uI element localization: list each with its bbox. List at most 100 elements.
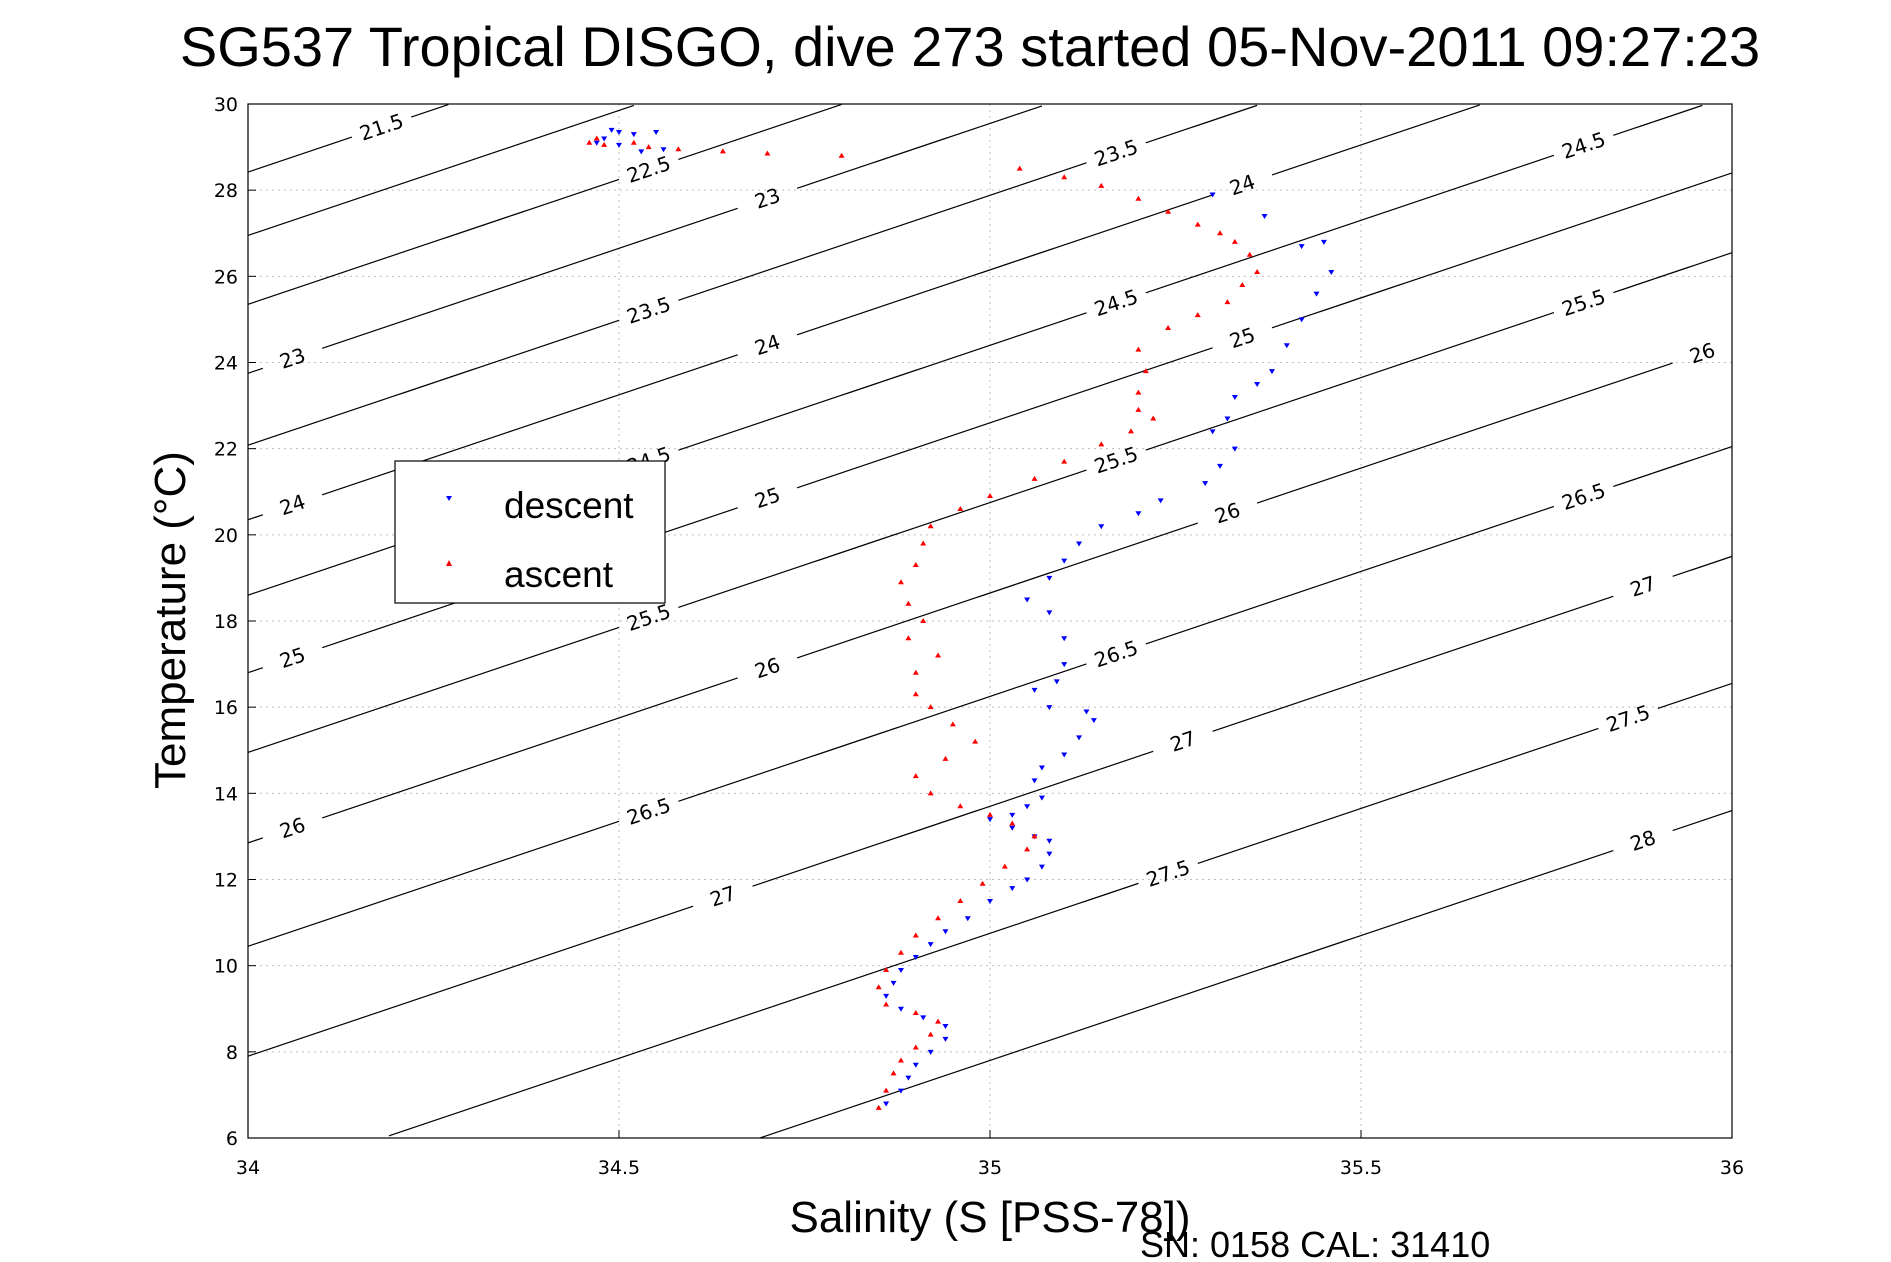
- isopycnal-label: 23.5: [1091, 134, 1141, 171]
- data-point-descent: [1076, 735, 1083, 741]
- y-tick-label: 24: [214, 353, 238, 375]
- data-point-descent: [1098, 524, 1105, 530]
- data-point-ascent: [586, 139, 593, 145]
- isopycnal-label: 24: [277, 489, 309, 520]
- isopycnal-line: [247, 820, 620, 947]
- y-tick-label: 16: [214, 697, 238, 719]
- y-tick-label: 8: [226, 1042, 238, 1064]
- data-point-descent: [1298, 317, 1305, 323]
- data-point-ascent: [912, 773, 919, 779]
- isopycnal-label: 28: [1627, 825, 1659, 856]
- data-point-descent: [630, 132, 637, 138]
- isopycnal-line: [1145, 312, 1555, 451]
- data-point-ascent: [838, 152, 845, 158]
- data-point-ascent: [957, 898, 964, 904]
- x-tick-label: 35.5: [1340, 1157, 1382, 1179]
- data-point-descent: [1024, 597, 1031, 603]
- data-point-descent: [883, 993, 890, 999]
- isopycnal-line: [247, 104, 635, 236]
- data-point-ascent: [630, 139, 637, 145]
- data-point-ascent: [883, 966, 890, 972]
- isopycnal-line: [796, 522, 1198, 659]
- data-point-ascent: [1194, 312, 1201, 318]
- data-point-ascent: [1150, 415, 1157, 421]
- data-point-ascent: [1016, 165, 1023, 171]
- data-point-ascent: [927, 1031, 934, 1037]
- data-point-ascent: [927, 523, 934, 529]
- isopycnal-line: [1145, 104, 1258, 144]
- data-point-descent: [1090, 718, 1097, 724]
- isopycnal-line: [247, 837, 264, 844]
- data-point-ascent: [987, 811, 993, 817]
- legend-label-descent: descent: [504, 485, 634, 526]
- data-point-descent: [1268, 369, 1275, 375]
- isopycnal-label: 22.5: [624, 151, 674, 188]
- data-point-ascent: [935, 915, 942, 921]
- data-point-descent: [942, 1023, 949, 1029]
- data-point-ascent: [1061, 174, 1068, 180]
- isopycnal-label: 25.5: [1091, 442, 1141, 479]
- isopycnal-line: [247, 667, 264, 674]
- isopycnal-label: 27.5: [1143, 855, 1193, 892]
- data-point-descent: [897, 967, 904, 973]
- data-point-ascent: [942, 755, 949, 761]
- data-point-descent: [1009, 825, 1016, 831]
- isopycnal-label: 23: [277, 343, 309, 374]
- legend-label-ascent: ascent: [504, 554, 614, 595]
- data-point-descent: [905, 1075, 912, 1081]
- isopycnal-label: 25.5: [624, 599, 674, 636]
- data-point-ascent: [1165, 208, 1172, 214]
- y-tick-label: 6: [226, 1128, 238, 1150]
- isopycnal-line: [247, 319, 620, 446]
- y-tick-label: 30: [214, 94, 238, 116]
- data-point-descent: [1024, 804, 1031, 810]
- isopycnal-label: 26.5: [624, 793, 674, 830]
- isopycnal-line: [1672, 809, 1733, 832]
- isopycnal-line: [678, 162, 1087, 301]
- data-point-descent: [1009, 886, 1016, 892]
- data-point-descent: [1209, 429, 1216, 435]
- data-point-descent: [1061, 752, 1068, 758]
- data-point-descent: [1061, 636, 1068, 642]
- data-point-descent: [601, 136, 608, 142]
- data-point-ascent: [890, 1070, 897, 1076]
- data-point-ascent: [1127, 428, 1134, 434]
- data-point-ascent: [883, 1001, 890, 1007]
- data-point-descent: [897, 1088, 904, 1094]
- data-point-descent: [608, 127, 615, 133]
- data-point-ascent: [897, 579, 904, 585]
- legend: descent ascent: [394, 460, 666, 604]
- isopycnal-label: 26: [277, 812, 309, 843]
- data-point-descent: [1254, 382, 1261, 388]
- isopycnal-line: [796, 105, 1043, 189]
- data-point-ascent: [1135, 389, 1142, 395]
- data-point-descent: [638, 149, 645, 155]
- x-axis-label: Salinity (S [PSS-78]): [789, 1193, 1190, 1242]
- grid: [247, 103, 1733, 1139]
- data-point-descent: [1046, 575, 1053, 581]
- isopycnal-label: 27: [1627, 571, 1659, 602]
- data-point-ascent: [912, 561, 919, 567]
- y-tick-label: 14: [214, 783, 238, 805]
- data-point-descent: [883, 1101, 890, 1107]
- data-point-ascent: [1061, 458, 1068, 464]
- data-point-ascent: [1135, 406, 1142, 412]
- data-point-ascent: [1024, 846, 1031, 852]
- data-point-ascent: [1098, 441, 1105, 447]
- data-point-ascent: [979, 880, 986, 886]
- data-point-ascent: [897, 949, 904, 955]
- data-point-ascent: [949, 721, 956, 727]
- data-point-descent: [1328, 270, 1335, 276]
- data-point-ascent: [935, 1018, 942, 1024]
- isopycnal-label: 27: [707, 881, 739, 912]
- data-point-descent: [987, 899, 993, 905]
- chart-title: SG537 Tropical DISGO, dive 273 started 0…: [180, 15, 1760, 78]
- data-point-descent: [1038, 765, 1045, 771]
- y-tick-label: 28: [214, 180, 238, 202]
- data-point-ascent: [1135, 195, 1142, 201]
- isopycnal-label: 27: [1167, 726, 1199, 757]
- data-point-ascent: [912, 1010, 919, 1016]
- isopycnal-line: [1212, 595, 1614, 732]
- data-point-ascent: [927, 704, 934, 710]
